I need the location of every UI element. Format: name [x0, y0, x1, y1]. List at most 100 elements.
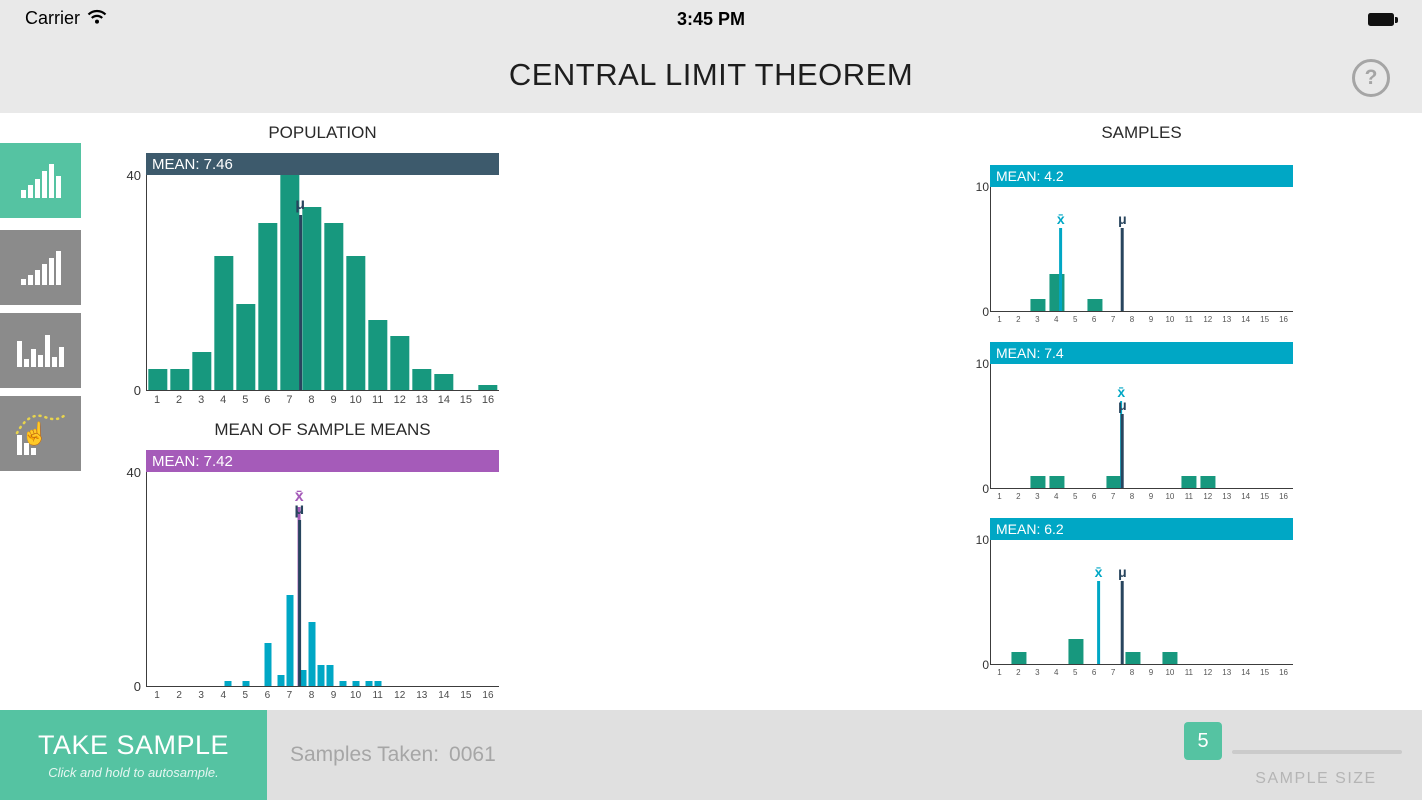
samples-section-title: SAMPLES: [1101, 123, 1182, 142]
histogram-bar: [1011, 651, 1027, 664]
sample-1-mean-value: MEAN: 4.2: [996, 168, 1064, 184]
sample-3-mean-header: MEAN: 6.2: [990, 518, 1293, 540]
mean-marker: μ: [1118, 212, 1127, 311]
wifi-icon: [87, 8, 107, 29]
histogram-bar: [280, 175, 300, 390]
sample-means-chart: MEAN OF SAMPLE MEANS MEAN: 7.42 40 0 x̄ μ 1…: [127, 420, 499, 701]
sample-2-mean-value: MEAN: 7.4: [996, 345, 1064, 361]
sidebar-item-bell-distribution[interactable]: [0, 143, 81, 218]
sample-size-slider-handle[interactable]: 5: [1184, 722, 1222, 760]
sample-1-mean-header: MEAN: 4.2: [990, 165, 1293, 187]
histogram-bar: [412, 368, 432, 390]
sidebar-item-ascending-distribution[interactable]: [0, 230, 81, 305]
mean-marker: μ: [294, 489, 304, 686]
samples-taken-count: 0061: [449, 743, 496, 766]
ascending-histogram-icon: [20, 250, 61, 285]
histogram-bar: [1106, 475, 1122, 488]
samples-taken-label: Samples Taken:: [290, 743, 440, 766]
samples-taken: Samples Taken: 0061: [290, 710, 496, 800]
histogram-bar: [368, 320, 388, 390]
population-chart-title: POPULATION: [268, 123, 377, 142]
help-button[interactable]: ?: [1352, 59, 1390, 97]
sample-2-plot-area: 10 0 x̄ μ: [976, 357, 1293, 496]
sample-means-x-axis-labels: 1 2 3 4 5 6 7 8 9 10 11 12 13 14 15 16: [154, 690, 494, 701]
status-bar: Carrier 3:45 PM: [0, 0, 1422, 40]
histogram-bar: [258, 223, 278, 390]
mean-marker: x̄: [1095, 565, 1102, 664]
sample-chart-2: MEAN: 7.4 10 0 x̄ μ 1 2 3 4 5 6 7 8 9 10 11 12 13 14 15 16: [976, 342, 1293, 501]
histogram-bar: [1030, 298, 1046, 311]
histogram-bar: [192, 352, 212, 390]
histogram-bar: [1200, 475, 1216, 488]
random-histogram-icon: [17, 334, 64, 367]
take-sample-button[interactable]: TAKE SAMPLE Click and hold to autosample…: [0, 710, 267, 800]
sample-means-chart-title: MEAN OF SAMPLE MEANS: [214, 420, 431, 439]
histogram-bar: [478, 384, 498, 390]
clock: 3:45 PM: [676, 9, 746, 29]
histogram-bar: [286, 595, 294, 686]
histogram-bar: [277, 675, 285, 686]
top-bar: Carrier 3:45 PM CENTRAL LIMIT THEOREM ?: [0, 0, 1422, 113]
histogram-bar: [170, 368, 190, 390]
histogram-bar: [374, 680, 382, 686]
sidebar-item-draw-distribution[interactable]: ☝: [0, 396, 81, 471]
sample-3-plot-area: 10 0 x̄ μ: [976, 533, 1293, 672]
sample-chart-1: MEAN: 4.2 10 0 x̄ μ 1 2 3 4 5 6 7 8 9 10 11 12 13 14 15 16: [976, 165, 1293, 324]
sidebar-item-random-distribution[interactable]: [0, 313, 81, 388]
sample-means-plot-area: 40 0 x̄ μ: [127, 465, 499, 694]
histogram-bar: [302, 207, 322, 390]
histogram-bar: [317, 664, 325, 686]
mean-marker: x̄: [1057, 212, 1065, 311]
histogram-bar: [434, 373, 454, 390]
sample-size-label: SAMPLE SIZE: [1255, 770, 1377, 787]
carrier-label: Carrier: [25, 8, 81, 28]
population-plot-area: 40 0 μ: [127, 168, 499, 398]
sample-1-plot-area: 10 0 x̄ μ: [976, 180, 1293, 319]
sample-2-mean-header: MEAN: 7.4: [990, 342, 1293, 364]
sample-3-x-axis-labels: 1 2 3 4 5 6 7 8 9 10 11 12 13 14 15 16: [997, 668, 1288, 677]
mean-marker: μ: [1118, 565, 1127, 664]
histogram-bar: [264, 643, 272, 686]
histogram-bar: [242, 680, 250, 686]
histogram-bar: [324, 223, 344, 390]
bottom-bar: TAKE SAMPLE Click and hold to autosample…: [0, 710, 1422, 800]
population-mean-header: MEAN: 7.46: [146, 153, 499, 175]
histogram-bar: [1068, 639, 1084, 664]
histogram-bar: [1030, 475, 1046, 488]
histogram-bar: [1181, 475, 1197, 488]
sample-2-x-axis-labels: 1 2 3 4 5 6 7 8 9 10 11 12 13 14 15 16: [997, 492, 1288, 501]
population-x-axis-labels: 1 2 3 4 5 6 7 8 9 10 11 12 13 14 15 16: [153, 394, 495, 406]
page-title: CENTRAL LIMIT THEOREM: [508, 57, 914, 92]
population-chart: POPULATION MEAN: 7.46 40 0 μ 1 2 3 4 5 6 7 8 9 10 11…: [127, 123, 499, 406]
histogram-bar: [346, 255, 366, 390]
sample-3-mean-value: MEAN: 6.2: [996, 521, 1064, 537]
histogram-bar: [365, 680, 373, 686]
histogram-bar: [214, 255, 234, 390]
histogram-bar: [1087, 298, 1103, 311]
bell-histogram-icon: [20, 163, 61, 198]
histogram-bar: [224, 680, 232, 686]
mean-marker: μ: [295, 196, 305, 390]
sample-means-mean-value: MEAN: 7.42: [152, 452, 233, 470]
sample-size-slider-track[interactable]: [1232, 750, 1402, 754]
histogram-bar: [1162, 651, 1178, 664]
histogram-bar: [1049, 475, 1065, 488]
histogram-bar: [339, 680, 347, 686]
take-sample-label: TAKE SAMPLE: [37, 730, 230, 760]
battery-icon: [1368, 13, 1398, 26]
histogram-bar: [299, 669, 307, 686]
histogram-bar: [148, 368, 168, 390]
histogram-bar: [236, 304, 256, 390]
histogram-bar: [326, 664, 334, 686]
take-sample-sublabel: Click and hold to autosample.: [48, 765, 219, 780]
histogram-bar: [1125, 651, 1141, 664]
sample-means-mean-header: MEAN: 7.42: [146, 450, 499, 472]
histogram-bar: [390, 336, 410, 390]
sample-chart-3: MEAN: 6.2 10 0 x̄ μ 1 2 3 4 5 6 7 8 9 10 11 12 13 14 15 16: [976, 518, 1293, 677]
mean-marker: μ: [1118, 385, 1127, 488]
sample-1-x-axis-labels: 1 2 3 4 5 6 7 8 9 10 11 12 13 14 15 16: [997, 315, 1288, 324]
histogram-bar: [308, 621, 316, 686]
draw-hand-icon: ☝: [15, 409, 67, 459]
histogram-bar: [352, 680, 360, 686]
population-mean-value: MEAN: 7.46: [152, 155, 233, 173]
